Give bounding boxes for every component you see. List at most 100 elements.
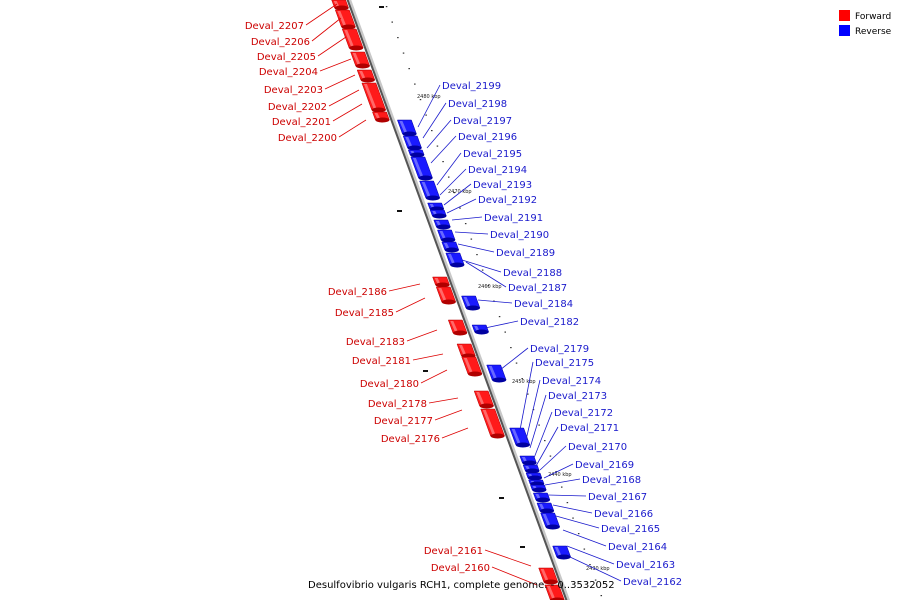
label-leader-line <box>535 426 559 467</box>
gene-label[interactable]: Deval_2202 <box>268 102 327 113</box>
gene-label[interactable]: Deval_2190 <box>490 230 549 241</box>
gene-label[interactable]: Deval_2170 <box>568 442 627 453</box>
gene-block[interactable] <box>525 472 543 481</box>
gene-label[interactable]: Deval_2194 <box>468 165 527 176</box>
gene-block[interactable] <box>350 51 371 69</box>
gene-block[interactable] <box>341 28 364 51</box>
gene-block[interactable] <box>433 219 451 230</box>
gene-label[interactable]: Deval_2162 <box>623 577 682 588</box>
label-leader-line <box>566 545 615 565</box>
gene-label[interactable]: Deval_2174 <box>542 376 601 387</box>
gene-label[interactable]: Deval_2175 <box>535 358 594 369</box>
gene-label[interactable]: Deval_2186 <box>328 287 387 298</box>
gene-label[interactable]: Deval_2189 <box>496 248 555 259</box>
gene-label[interactable]: Deval_2196 <box>458 132 517 143</box>
gene-label[interactable]: Deval_2178 <box>368 399 427 410</box>
gene-block[interactable] <box>441 241 460 253</box>
gene-label[interactable]: Deval_2203 <box>264 85 323 96</box>
gene-label[interactable]: Deval_2165 <box>601 524 660 535</box>
gene-label[interactable]: Deval_2164 <box>608 542 667 553</box>
gene-block[interactable] <box>456 343 476 359</box>
gene-block[interactable] <box>540 512 561 530</box>
gene-label[interactable]: Deval_2197 <box>453 116 512 127</box>
gene-block[interactable] <box>435 286 457 305</box>
gene-label[interactable]: Deval_2176 <box>381 434 440 445</box>
gene-label[interactable]: Deval_2179 <box>530 344 589 355</box>
gene-block[interactable] <box>447 319 468 336</box>
gene-block[interactable] <box>461 295 481 311</box>
gene-block[interactable] <box>461 356 483 377</box>
gene-label[interactable]: Deval_2172 <box>554 408 613 419</box>
minor-tick <box>487 285 490 287</box>
gene-block[interactable] <box>331 0 349 11</box>
gene-label[interactable]: Deval_2195 <box>463 149 522 160</box>
gene-label[interactable]: Deval_2199 <box>442 81 501 92</box>
gene-label[interactable]: Deval_2185 <box>335 308 394 319</box>
gene-block[interactable] <box>419 180 441 201</box>
gene-block[interactable] <box>410 156 433 181</box>
gene-block[interactable] <box>519 455 537 466</box>
gene-block[interactable] <box>445 252 465 268</box>
gene-label[interactable]: Deval_2168 <box>582 475 641 486</box>
gene-label[interactable]: Deval_2207 <box>245 21 304 32</box>
gene-block[interactable] <box>544 584 565 600</box>
gene-block[interactable] <box>437 229 456 243</box>
gene-label[interactable]: Deval_2160 <box>431 563 490 574</box>
gene-label[interactable]: Deval_2169 <box>575 460 634 471</box>
gene-block[interactable] <box>538 567 559 585</box>
gene-label[interactable]: Deval_2181 <box>352 356 411 367</box>
gene-label[interactable]: Deval_2204 <box>259 67 318 78</box>
label-leader-line <box>434 409 463 421</box>
gene-block[interactable] <box>480 408 505 439</box>
label-leader-line <box>539 445 567 471</box>
gene-label[interactable]: Deval_2188 <box>503 268 562 279</box>
gene-label[interactable]: Deval_2180 <box>360 379 419 390</box>
reverse-legend-label: Reverse <box>855 27 892 37</box>
gene-label[interactable]: Deval_2163 <box>616 560 675 571</box>
minor-tick <box>385 6 388 8</box>
gene-block[interactable] <box>509 427 531 448</box>
gene-label[interactable]: Deval_2171 <box>560 423 619 434</box>
gene-label[interactable]: Deval_2205 <box>257 52 316 63</box>
minor-tick <box>391 21 393 23</box>
major-tick <box>397 210 402 212</box>
legend: Forward Reverse <box>839 10 892 37</box>
gene-label[interactable]: Deval_2187 <box>508 283 567 294</box>
gene-block[interactable] <box>536 502 555 514</box>
label-leader-line <box>319 58 352 72</box>
gene-block[interactable] <box>361 82 387 113</box>
label-leader-line <box>420 369 448 384</box>
gene-block[interactable] <box>356 69 376 83</box>
gene-block[interactable] <box>471 324 490 335</box>
gene-label[interactable]: Deval_2173 <box>548 391 607 402</box>
gene-label[interactable]: Deval_2198 <box>448 99 507 110</box>
gene-label[interactable]: Deval_2200 <box>278 133 337 144</box>
gene-label[interactable]: Deval_2167 <box>588 492 647 503</box>
gene-label[interactable]: Deval_2161 <box>424 546 483 557</box>
gene-block[interactable] <box>407 149 425 158</box>
gene-block[interactable] <box>530 484 547 493</box>
label-leader-line <box>439 168 467 196</box>
gene-block[interactable] <box>334 9 356 30</box>
gene-block[interactable] <box>397 119 417 137</box>
gene-label[interactable]: Deval_2177 <box>374 416 433 427</box>
gene-label[interactable]: Deval_2192 <box>478 195 537 206</box>
gene-label[interactable]: Deval_2201 <box>272 117 331 128</box>
gene-label[interactable]: Deval_2191 <box>484 213 543 224</box>
gene-block[interactable] <box>402 135 422 151</box>
gene-label[interactable]: Deval_2183 <box>346 337 405 348</box>
gene-label[interactable]: Deval_2193 <box>473 180 532 191</box>
minor-tick <box>538 424 540 426</box>
gene-block[interactable] <box>432 276 450 288</box>
gene-block[interactable] <box>532 492 551 503</box>
gene-label[interactable]: Deval_2182 <box>520 317 579 328</box>
gene-label[interactable]: Deval_2206 <box>251 37 310 48</box>
gene-block[interactable] <box>372 111 390 123</box>
gene-block[interactable] <box>429 209 447 219</box>
gene-block[interactable] <box>473 390 494 409</box>
gene-label[interactable]: Deval_2184 <box>514 299 573 310</box>
gene-label[interactable]: Deval_2166 <box>594 509 653 520</box>
gene-block[interactable] <box>552 545 572 560</box>
gene-block[interactable] <box>486 364 507 383</box>
gene-block[interactable] <box>522 464 540 474</box>
